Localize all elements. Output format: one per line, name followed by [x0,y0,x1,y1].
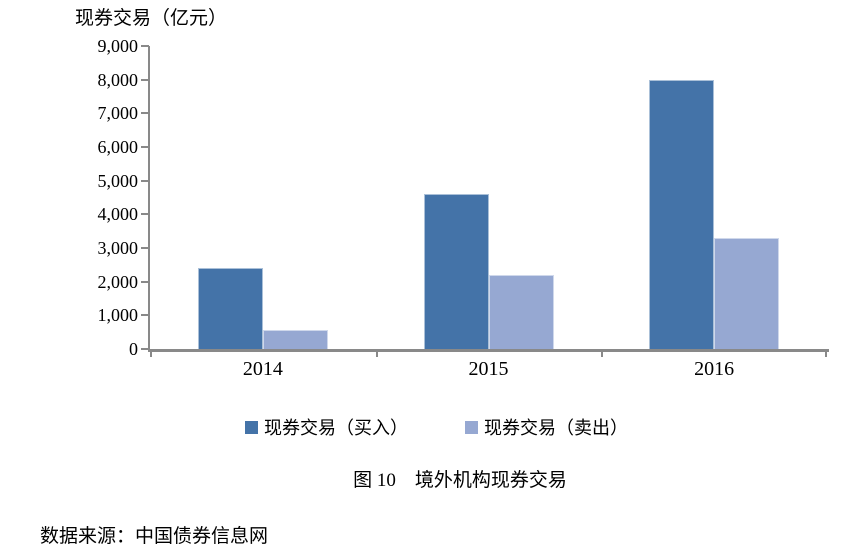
y-tick-label: 4,000 [97,204,139,225]
x-tick-mark [150,350,152,357]
bar-2015-series-1 [488,274,554,349]
y-tick-label: 6,000 [97,137,139,157]
x-tick-mark [825,350,827,357]
bar-2014-series-1 [262,330,328,349]
y-tick-label: 3,000 [97,238,139,258]
y-tick-label: 9,000 [97,36,139,56]
bar-2014-series-0 [197,268,263,349]
y-tick-mark [141,280,149,283]
y-axis-line [148,46,150,352]
legend-item-0: 现券交易（买入） [245,414,408,440]
y-tick-label: 1,000 [97,305,139,326]
x-axis-label: 2016 [694,358,735,380]
y-tick-mark [141,348,149,350]
y-tick-mark [141,179,149,182]
plot-area: 9,000 8,000 7,000 6,000 5,000 4,000 3,000 2,000… [97,36,829,380]
legend: 现券交易（买入） 现券交易（卖出） [245,414,628,440]
bar-2015-series-0 [423,194,489,349]
x-axis-label: 2014 [242,358,283,380]
legend-label: 现券交易（买入） [264,418,408,438]
bar-2016-series-1 [714,237,780,349]
y-tick-label: 8,000 [97,69,139,90]
figure-caption: 图 10 境外机构现券交易 [353,470,567,491]
bar-2016-series-0 [649,79,715,349]
y-tick-mark [141,247,149,249]
y-tick-mark [141,213,149,216]
y-tick-mark [141,112,149,115]
y-tick-mark [141,314,149,317]
x-tick-mark [375,350,378,357]
y-tick-label: 2,000 [97,271,139,292]
y-tick-label: 5,000 [97,170,139,191]
y-tick-label: 7,000 [97,103,139,124]
legend-swatch-icon [245,420,258,434]
x-axis-label: 2015 [468,358,509,380]
y-tick-label: 0 [129,339,138,359]
y-tick-mark [141,78,149,81]
y-tick-mark [141,45,149,47]
legend-item-1: 现券交易（卖出） [465,414,628,440]
data-source: 数据来源：中国债券信息网 [40,526,269,547]
chart-title: 现券交易（亿元） [75,8,228,29]
x-axis-line [148,349,829,352]
y-tick-mark [141,146,149,148]
x-tick-mark [601,350,604,357]
legend-label: 现券交易（卖出） [484,418,628,438]
legend-swatch-icon [465,420,478,434]
